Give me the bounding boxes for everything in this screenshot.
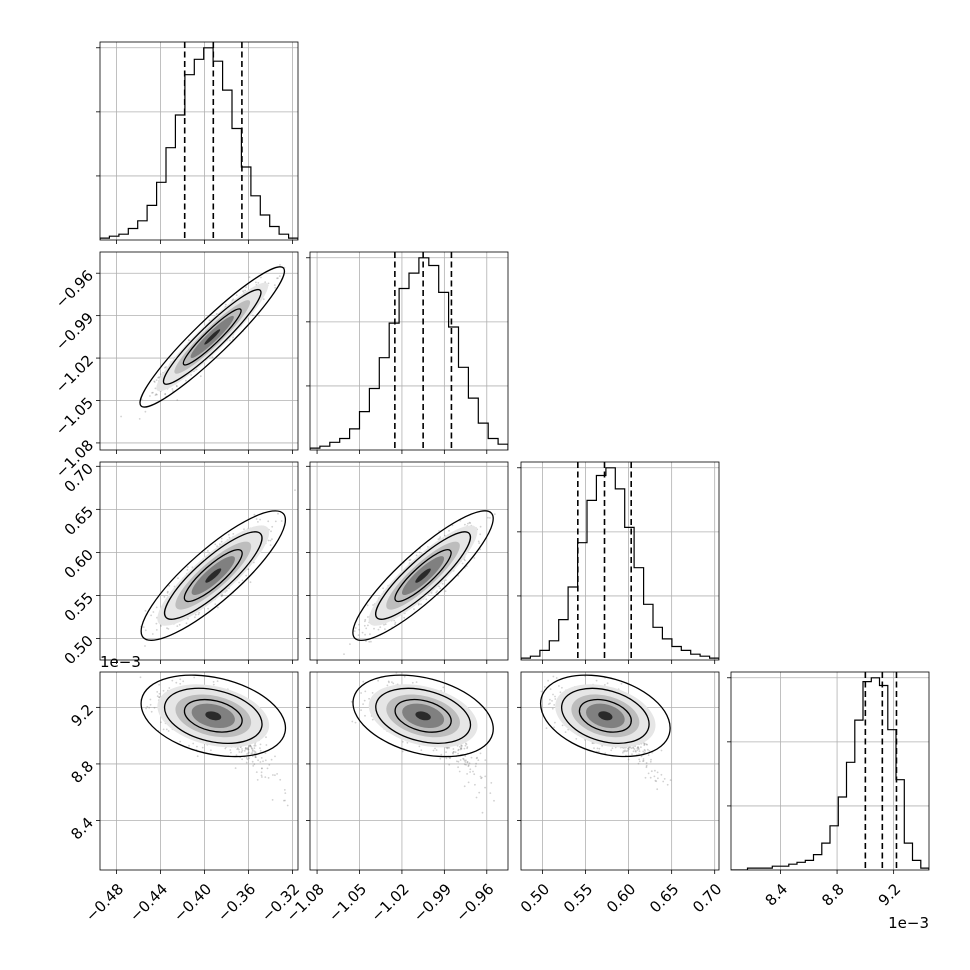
tick-label-x: −0.44 xyxy=(126,880,171,925)
panel-1-1 xyxy=(306,251,509,454)
density-fill-3 xyxy=(598,711,613,721)
density-fill-3 xyxy=(415,711,431,721)
tick-label-x: −0.40 xyxy=(170,880,215,925)
offset-label-y: 1e−3 xyxy=(100,653,141,671)
histogram-2 xyxy=(521,467,719,660)
contour-1 xyxy=(163,531,263,620)
density-fill-3 xyxy=(415,568,431,583)
tick-label-x: −1.05 xyxy=(325,880,370,925)
contour-1 xyxy=(560,687,650,744)
panel-3-1: −1.08−1.05−1.02−0.99−0.96 xyxy=(283,671,509,925)
contour-0 xyxy=(139,266,286,408)
contour-2 xyxy=(394,549,452,603)
contour-2 xyxy=(183,698,243,733)
tick-label-x: 0.70 xyxy=(689,880,725,916)
contour-1 xyxy=(375,531,472,620)
tick-label-x: −0.36 xyxy=(214,880,259,925)
tick-label-x: 0.65 xyxy=(646,880,682,916)
contour-2 xyxy=(578,698,632,733)
panel-3-0: 8.48.89.21e−3−0.48−0.44−0.40−0.36−0.32 xyxy=(67,653,303,925)
panel-frame xyxy=(309,461,509,661)
tick-label-x: −0.96 xyxy=(452,880,497,925)
contour-2 xyxy=(394,698,452,733)
panel-frame xyxy=(730,671,930,871)
panel-0-0 xyxy=(96,41,299,244)
panel-frame xyxy=(309,671,509,871)
tick-label-y: 0.65 xyxy=(61,503,97,539)
contour-0 xyxy=(140,674,287,758)
panel-frame xyxy=(520,671,720,871)
panel-frame xyxy=(99,251,299,451)
tick-label-x: 8.8 xyxy=(818,880,848,910)
histogram-0 xyxy=(100,47,298,240)
tick-label-y: −1.05 xyxy=(52,394,97,439)
contour-1 xyxy=(163,687,263,744)
density-fill-3 xyxy=(205,568,222,583)
histogram-1 xyxy=(310,257,508,450)
tick-label-y: −1.02 xyxy=(52,351,97,396)
panel-frame xyxy=(309,251,509,451)
contour-0 xyxy=(352,674,494,758)
panel-frame xyxy=(99,461,299,661)
panel-frame xyxy=(99,671,299,871)
tick-label-x: 0.50 xyxy=(517,880,553,916)
tick-label-x: 0.60 xyxy=(603,880,639,916)
tick-label-x: 9.2 xyxy=(875,880,905,910)
density-fill-3 xyxy=(204,329,221,345)
contour-0 xyxy=(140,510,287,641)
contour-2 xyxy=(182,308,242,366)
panel-3-3: 8.4 8.8 9.2 1e−3 xyxy=(727,671,930,932)
tick-label-y: 0.60 xyxy=(61,546,97,582)
offset-label-x: 1e−3 xyxy=(888,914,929,932)
panel-3-2: 0.50 0.55 0.60 0.65 0.70 xyxy=(517,671,725,916)
tick-label-y: 9.2 xyxy=(67,701,97,731)
tick-label-x: −1.02 xyxy=(367,880,412,925)
tick-label-y: 8.8 xyxy=(67,757,97,787)
tick-label-y: 8.4 xyxy=(67,814,97,844)
panel-1-0: −1.08−1.05−1.02−0.99−0.96 xyxy=(52,251,299,481)
panel-frame xyxy=(520,461,720,661)
contour-1 xyxy=(162,288,262,385)
panel-2-2 xyxy=(517,461,720,664)
tick-label-y: −0.99 xyxy=(52,309,97,354)
panel-2-0: 0.500.550.600.650.70 xyxy=(61,460,299,668)
density-fill-3 xyxy=(205,711,222,721)
tick-label-x: −0.48 xyxy=(82,880,127,925)
tick-label-x: 0.55 xyxy=(560,880,596,916)
tick-label-x: 8.4 xyxy=(762,880,792,910)
tick-label-y: 0.55 xyxy=(61,589,97,625)
tick-label-x: −0.99 xyxy=(410,880,455,925)
tick-label-y: −0.96 xyxy=(52,266,97,311)
tick-label-y: 0.50 xyxy=(61,632,97,668)
contour-1 xyxy=(375,687,472,744)
panel-frame xyxy=(99,41,299,241)
contour-0 xyxy=(539,674,671,758)
contour-0 xyxy=(352,510,494,642)
panel-2-1 xyxy=(306,461,509,664)
contour-2 xyxy=(183,549,243,603)
histogram-3 xyxy=(731,677,929,870)
